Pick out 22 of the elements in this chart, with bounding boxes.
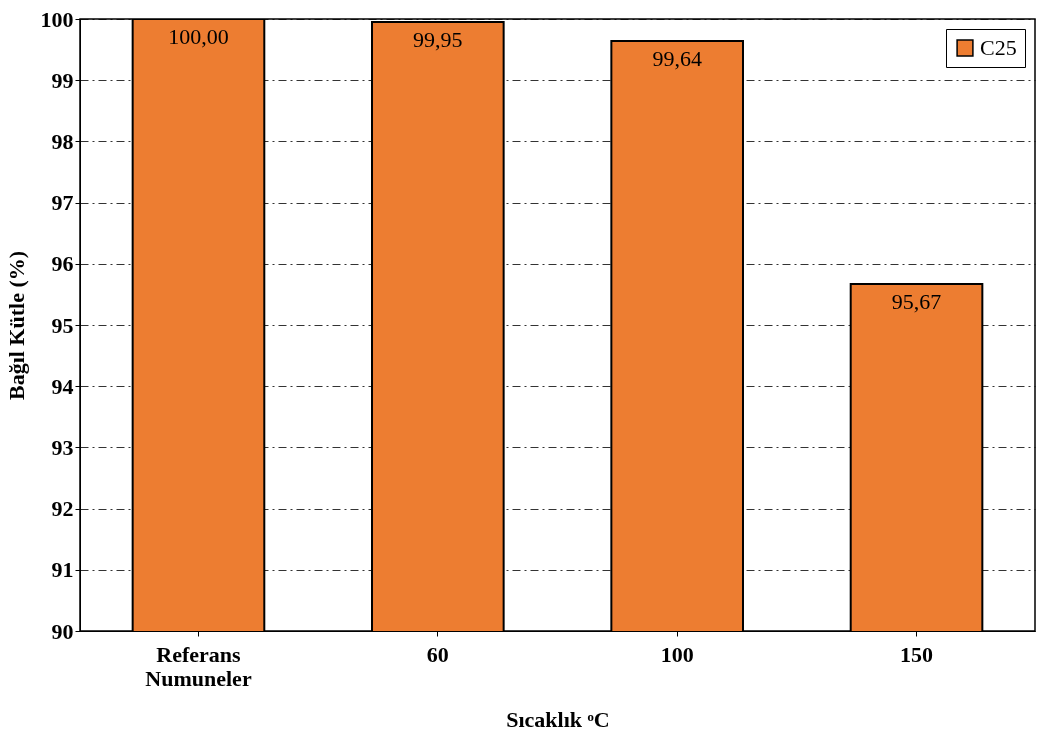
y-tick-label: 100 bbox=[40, 6, 74, 32]
y-axis-title: Bağıl Kütle (%) bbox=[3, 250, 29, 401]
x-tick-label: 100 bbox=[660, 641, 694, 667]
x-axis-title: Sıcaklık ᵒC bbox=[506, 706, 610, 732]
y-tick-label: 96 bbox=[51, 251, 74, 277]
y-tick-label: 94 bbox=[51, 373, 74, 399]
data-label: 95,67 bbox=[891, 289, 942, 314]
y-tick-label: 90 bbox=[51, 618, 74, 644]
legend-label: C25 bbox=[980, 35, 1017, 60]
y-tick-label: 91 bbox=[51, 557, 74, 583]
y-tick-label: 93 bbox=[51, 434, 74, 460]
x-tick-label: 150 bbox=[900, 641, 934, 667]
y-tick-label: 97 bbox=[51, 190, 74, 216]
y-tick-label: 95 bbox=[51, 312, 74, 338]
y-tick-label: 92 bbox=[51, 496, 74, 522]
y-tick-label: 98 bbox=[51, 128, 74, 154]
data-label: 99,64 bbox=[652, 46, 702, 72]
y-tick-label: 99 bbox=[51, 67, 74, 93]
x-tick-label: 60 bbox=[426, 641, 449, 667]
data-label: 100,00 bbox=[168, 24, 229, 49]
x-tick-label: Referans Numuneler bbox=[145, 641, 252, 691]
data-label: 99,95 bbox=[413, 27, 463, 53]
